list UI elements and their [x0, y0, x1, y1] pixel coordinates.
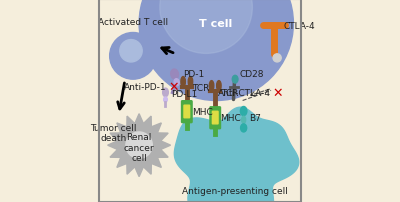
- FancyBboxPatch shape: [184, 106, 190, 118]
- Ellipse shape: [240, 107, 247, 116]
- Ellipse shape: [181, 77, 185, 87]
- Ellipse shape: [171, 70, 178, 80]
- Ellipse shape: [164, 98, 167, 103]
- Polygon shape: [108, 114, 170, 177]
- Ellipse shape: [174, 79, 179, 86]
- Ellipse shape: [232, 76, 238, 84]
- Circle shape: [120, 40, 142, 63]
- Ellipse shape: [217, 81, 221, 91]
- Circle shape: [126, 132, 152, 159]
- Text: T cell: T cell: [198, 19, 232, 29]
- Text: Activated T cell: Activated T cell: [98, 18, 168, 27]
- Text: Anti-PD-1: Anti-PD-1: [124, 83, 166, 92]
- Text: Renal
cancer
cell: Renal cancer cell: [124, 133, 154, 162]
- FancyBboxPatch shape: [210, 107, 220, 129]
- Circle shape: [139, 0, 293, 101]
- Text: TCR: TCR: [221, 88, 238, 97]
- Ellipse shape: [240, 124, 247, 132]
- Ellipse shape: [163, 89, 168, 97]
- Ellipse shape: [242, 117, 246, 124]
- Circle shape: [160, 0, 252, 54]
- Text: CTLA-4: CTLA-4: [283, 22, 315, 31]
- Ellipse shape: [188, 77, 193, 87]
- Text: MHC: MHC: [192, 108, 213, 117]
- Circle shape: [110, 33, 156, 80]
- Ellipse shape: [273, 55, 281, 63]
- Text: Antigen-presenting cell: Antigen-presenting cell: [182, 186, 288, 195]
- FancyBboxPatch shape: [212, 112, 218, 124]
- FancyBboxPatch shape: [182, 101, 192, 123]
- Text: TCR: TCR: [192, 83, 210, 92]
- Text: Anti-CTLA-4: Anti-CTLA-4: [218, 88, 271, 97]
- Text: ✕: ✕: [273, 86, 283, 99]
- Text: B7: B7: [249, 114, 261, 123]
- Text: PD-L1: PD-L1: [172, 89, 198, 98]
- Text: ✕: ✕: [168, 81, 178, 94]
- Text: PD-1: PD-1: [183, 69, 204, 78]
- Text: Tumor cell
death: Tumor cell death: [90, 123, 137, 143]
- Polygon shape: [174, 108, 299, 202]
- Text: MHC: MHC: [220, 114, 241, 123]
- Text: CD28: CD28: [240, 69, 264, 78]
- Ellipse shape: [209, 81, 214, 91]
